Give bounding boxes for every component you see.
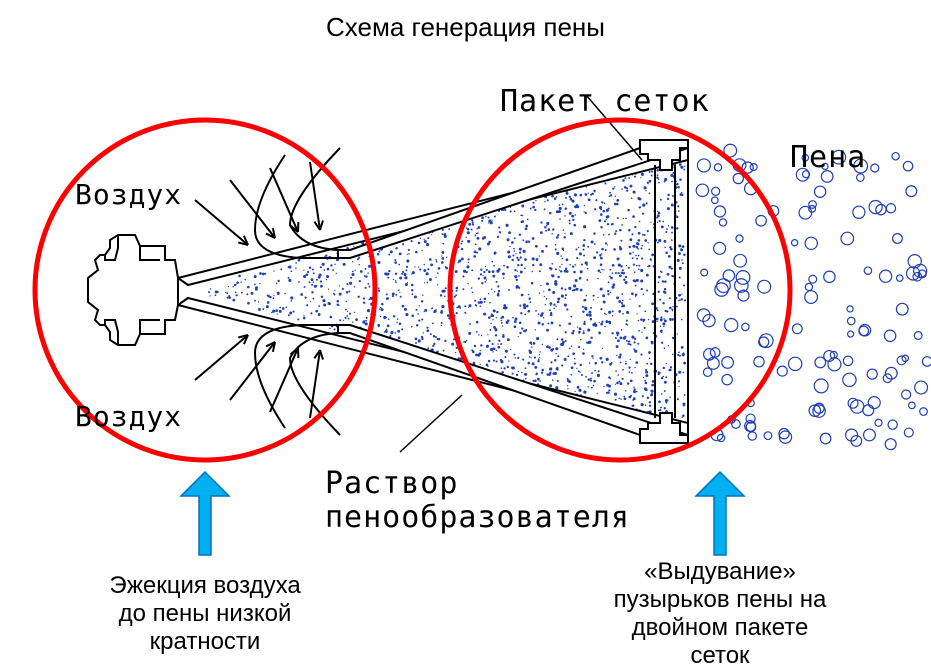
label-air-bottom: Воздух xyxy=(75,400,182,433)
label-solution-line1: Раствор xyxy=(325,466,458,501)
label-air-top: Воздух xyxy=(75,178,182,211)
callout-arrow-right xyxy=(696,472,744,555)
label-foam: Пена xyxy=(790,140,866,175)
callout-arrow-left xyxy=(181,472,229,555)
spray-region xyxy=(208,159,686,425)
label-solution-line2: пенообразователя xyxy=(325,500,630,535)
nozzle-body xyxy=(88,235,178,345)
diagram-title: Схема генерация пены xyxy=(0,12,931,43)
leader-solution xyxy=(400,395,462,452)
caption-right: «Выдувание»пузырьков пены надвойном паке… xyxy=(540,558,900,670)
caption-left: Эжекция воздухадо пены низкойкратности xyxy=(25,572,385,656)
label-mesh-pack: Пакет сеток xyxy=(500,84,710,119)
foam-bubbles xyxy=(696,144,931,449)
